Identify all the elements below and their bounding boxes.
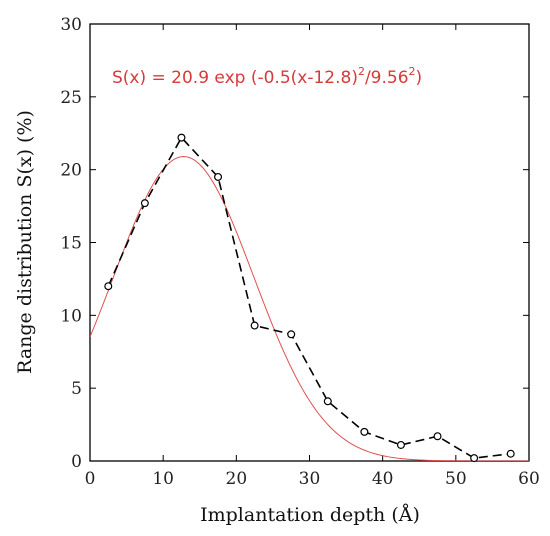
x-tick-label: 60: [518, 469, 540, 489]
y-tick-label: 10: [60, 306, 82, 326]
y-tick-label: 30: [60, 15, 82, 35]
y-tick-label: 5: [71, 379, 82, 399]
y-axis: 0 5 10 15 20 25 30: [60, 15, 529, 472]
plot-frame: [89, 23, 530, 462]
x-tick-label: 20: [226, 469, 248, 489]
measured-data-layer: [104, 133, 515, 463]
equation-suffix: ): [416, 68, 423, 88]
y-tick-label: 15: [60, 234, 82, 254]
equation-superscript-2: 2: [409, 65, 416, 78]
y-axis-title: Range distribution S(x) (%): [14, 110, 36, 374]
data-point: [360, 427, 369, 436]
x-tick-label: 0: [85, 469, 96, 489]
data-point: [140, 199, 149, 208]
x-axis: 0 10 20 30 40 50 60: [85, 24, 540, 489]
data-point: [323, 397, 332, 406]
fit-equation-annotation: S(x) = 20.9 exp (-0.5(x-12.8)2/9.562): [112, 65, 422, 88]
equation-prefix: S(x) = 20.9 exp (-0.5(x-12.8): [112, 68, 358, 88]
data-point: [433, 432, 442, 441]
data-point: [287, 330, 296, 339]
y-tick-label: 20: [60, 161, 82, 181]
data-point: [506, 449, 515, 458]
x-tick-label: 50: [445, 469, 467, 489]
equation-superscript-1: 2: [358, 65, 365, 78]
data-point: [396, 440, 405, 449]
data-point: [177, 133, 186, 142]
measured-data-line: [107, 136, 511, 459]
data-point: [470, 454, 479, 463]
y-tick-label: 0: [71, 452, 82, 472]
y-tick-label: 25: [60, 88, 82, 108]
gaussian-fit-layer: [90, 156, 529, 461]
data-point: [214, 172, 223, 181]
data-point: [104, 282, 113, 291]
x-axis-title: Implantation depth (Å): [200, 504, 420, 526]
gaussian-fit-line: [90, 156, 529, 461]
x-tick-label: 10: [152, 469, 174, 489]
x-tick-label: 30: [299, 469, 321, 489]
x-tick-label: 40: [372, 469, 394, 489]
data-point: [250, 321, 259, 330]
equation-middle: /9.56: [365, 68, 409, 88]
